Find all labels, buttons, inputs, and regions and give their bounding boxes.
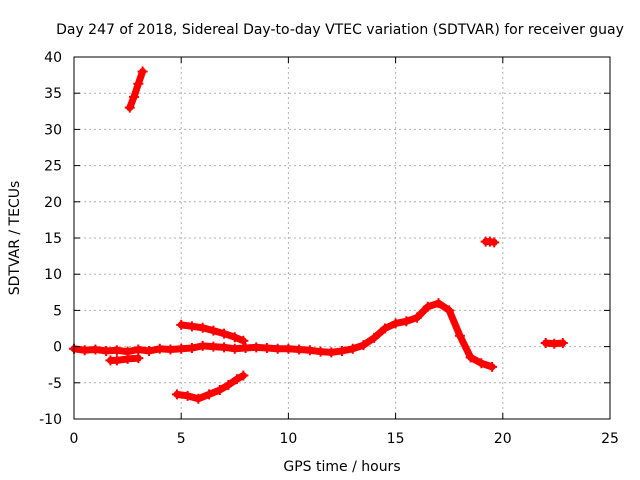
data-point bbox=[197, 322, 208, 333]
data-point bbox=[444, 305, 455, 316]
series-isolated-cluster bbox=[480, 236, 500, 248]
data-point bbox=[238, 370, 249, 381]
data-point bbox=[165, 344, 176, 355]
data-point bbox=[379, 323, 390, 334]
data-point bbox=[229, 343, 240, 354]
data-point bbox=[433, 298, 444, 309]
data-point bbox=[111, 345, 122, 356]
data-point bbox=[347, 343, 358, 354]
data-point bbox=[79, 345, 90, 356]
data-point bbox=[208, 341, 219, 352]
data-point bbox=[465, 352, 476, 363]
data-point bbox=[186, 321, 197, 332]
data-point bbox=[487, 361, 498, 372]
y-tick-label: 25 bbox=[44, 159, 62, 175]
data-point bbox=[171, 389, 182, 400]
series-main-band bbox=[69, 298, 498, 372]
data-point bbox=[557, 337, 568, 348]
data-point bbox=[219, 328, 230, 339]
data-point bbox=[176, 343, 187, 354]
data-point bbox=[283, 343, 294, 354]
data-point bbox=[337, 345, 347, 356]
data-point bbox=[240, 343, 251, 354]
y-tick-label: 15 bbox=[44, 231, 62, 247]
axis-ticks: 0 5 10 15 20 25 -10 -5 0 5 10 15 20 25 30 35 40 bbox=[39, 50, 619, 447]
data-point bbox=[193, 393, 204, 404]
y-tick-label: 20 bbox=[44, 195, 62, 211]
chart-title: Day 247 of 2018, Sidereal Day-to-day VTE… bbox=[56, 22, 624, 38]
data-point bbox=[144, 345, 155, 356]
data-point bbox=[133, 353, 144, 364]
data-point bbox=[111, 355, 122, 366]
series-high-outlier bbox=[124, 66, 148, 113]
data-point bbox=[549, 338, 560, 349]
y-tick-label: 30 bbox=[44, 122, 62, 138]
x-tick-label: 15 bbox=[387, 431, 405, 447]
data-point bbox=[294, 344, 305, 355]
y-tick-label: 40 bbox=[44, 50, 62, 66]
data-point bbox=[454, 330, 465, 341]
data-point bbox=[186, 343, 197, 354]
data-point bbox=[326, 347, 337, 358]
series-trace bbox=[126, 67, 147, 112]
data-point bbox=[489, 237, 500, 248]
data-point bbox=[122, 353, 133, 364]
data-point bbox=[540, 337, 551, 348]
data-point bbox=[154, 343, 165, 354]
x-tick-label: 20 bbox=[494, 431, 512, 447]
series-lower-band bbox=[105, 353, 144, 366]
data-point bbox=[204, 389, 215, 400]
data-point bbox=[422, 301, 433, 312]
data-point bbox=[358, 340, 369, 351]
data-point bbox=[214, 385, 225, 396]
data-point bbox=[369, 332, 380, 343]
data-point bbox=[197, 340, 208, 351]
series-negative-band bbox=[171, 370, 249, 404]
y-axis-label: SDTVAR / TECUs bbox=[7, 181, 23, 296]
series-trace bbox=[70, 299, 496, 371]
x-tick-label: 0 bbox=[70, 431, 79, 447]
data-point bbox=[223, 379, 234, 390]
data-point bbox=[476, 358, 487, 369]
y-tick-label: 5 bbox=[53, 303, 62, 319]
y-tick-label: -5 bbox=[48, 376, 62, 392]
data-point bbox=[315, 346, 326, 357]
data-point bbox=[304, 345, 315, 356]
data-point bbox=[238, 335, 249, 346]
data-point bbox=[261, 343, 272, 354]
data-point bbox=[208, 325, 219, 336]
data-point bbox=[133, 78, 144, 89]
series-late-cluster bbox=[540, 337, 568, 349]
data-point bbox=[133, 344, 144, 355]
data-point bbox=[390, 318, 401, 329]
data-points bbox=[69, 66, 568, 404]
y-tick-label: 10 bbox=[44, 267, 62, 283]
x-tick-label: 25 bbox=[601, 431, 619, 447]
data-point bbox=[90, 344, 101, 355]
x-axis-label: GPS time / hours bbox=[283, 459, 400, 475]
data-point bbox=[137, 66, 148, 77]
data-point bbox=[412, 312, 423, 323]
x-tick-label: 10 bbox=[279, 431, 297, 447]
y-tick-label: 35 bbox=[44, 86, 62, 102]
data-point bbox=[219, 342, 230, 353]
data-point bbox=[229, 332, 240, 343]
series-upper-band bbox=[176, 319, 249, 346]
data-point bbox=[101, 345, 112, 356]
grid bbox=[74, 57, 610, 419]
data-point bbox=[272, 343, 283, 354]
data-point bbox=[176, 319, 187, 330]
y-tick-label: 0 bbox=[53, 340, 62, 356]
x-tick-label: 5 bbox=[177, 431, 186, 447]
data-point bbox=[251, 342, 262, 353]
data-point bbox=[129, 91, 140, 102]
data-point bbox=[182, 390, 193, 401]
data-point bbox=[231, 374, 242, 385]
data-point bbox=[124, 102, 135, 113]
y-tick-label: -10 bbox=[39, 412, 62, 428]
data-point bbox=[401, 316, 412, 327]
